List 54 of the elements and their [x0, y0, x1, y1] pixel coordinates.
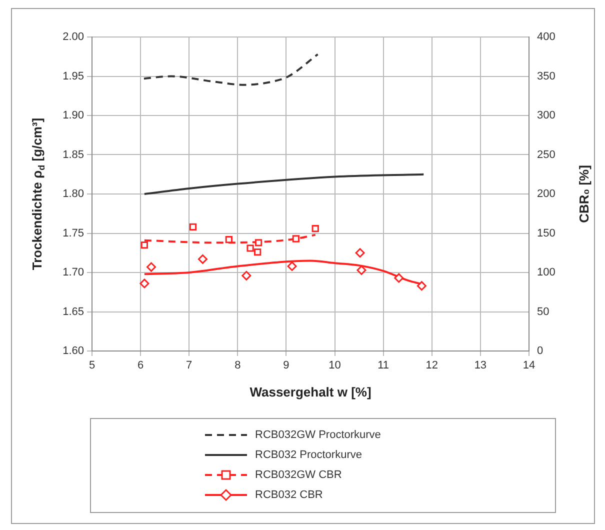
- y-tick-label: 1.90: [62, 110, 84, 122]
- y2-tick-label: 350: [537, 70, 556, 82]
- point: [312, 224, 319, 232]
- y2-tick-label: 150: [537, 227, 556, 240]
- x-tick-label: 6: [137, 360, 144, 372]
- x-tick-label: 12: [426, 360, 438, 372]
- line-series: [142, 53, 319, 86]
- x-tick-label: 10: [328, 360, 341, 372]
- y-tick-label: 2.00: [62, 31, 84, 44]
- legend-label: RCB032GW CBR: [255, 469, 342, 482]
- point: [254, 248, 262, 256]
- y2-axis-title: CBR₀ [%]: [576, 165, 592, 223]
- point: [189, 223, 197, 231]
- y-tick-label: 1.65: [62, 306, 84, 318]
- legend-label: RCB032 CBR: [255, 489, 323, 502]
- y-tick-label: 1.75: [62, 227, 84, 240]
- y-tick-label: 1.95: [62, 70, 84, 82]
- point: [394, 273, 404, 283]
- y-tick-label: 1.60: [62, 345, 84, 358]
- legend-label: RCB032GW Proctorkurve: [255, 429, 381, 442]
- y2-tick-label: 0: [537, 345, 544, 358]
- point: [416, 281, 426, 291]
- point: [140, 241, 148, 249]
- y2-tick-label: 400: [537, 31, 556, 44]
- y2-tick-label: 200: [537, 188, 556, 200]
- x-tick-label: 9: [283, 360, 290, 372]
- y-tick-label: 1.85: [62, 148, 84, 161]
- x-axis-title: Wassergehalt w [%]: [250, 384, 372, 400]
- point: [140, 278, 150, 288]
- point: [254, 239, 262, 246]
- line-series: [143, 173, 425, 195]
- y2-tick-label: 250: [537, 148, 556, 161]
- point: [146, 262, 156, 272]
- point: [198, 254, 208, 264]
- legend-label: RCB032 Proctorkurve: [255, 449, 362, 462]
- y2-tick-label: 300: [537, 110, 556, 122]
- y-tick-label: 1.70: [62, 266, 84, 279]
- x-tick-label: 5: [88, 360, 96, 372]
- point: [246, 244, 254, 252]
- x-tick-label: 11: [378, 360, 390, 372]
- x-tick-label: 14: [522, 360, 536, 372]
- y2-tick-label: 50: [537, 306, 550, 318]
- point: [292, 235, 300, 242]
- point: [355, 248, 365, 258]
- point: [242, 270, 252, 280]
- x-tick-label: 13: [474, 360, 487, 372]
- x-tick-label: 7: [186, 360, 192, 372]
- point: [225, 236, 233, 244]
- y-tick-label: 1.80: [62, 188, 84, 200]
- y-axis-title: Trockendichte ρd [g/cm³]: [30, 118, 46, 270]
- point: [356, 265, 366, 275]
- point: [287, 261, 297, 271]
- x-tick-label: 8: [234, 360, 241, 372]
- y2-tick-label: 100: [537, 266, 556, 279]
